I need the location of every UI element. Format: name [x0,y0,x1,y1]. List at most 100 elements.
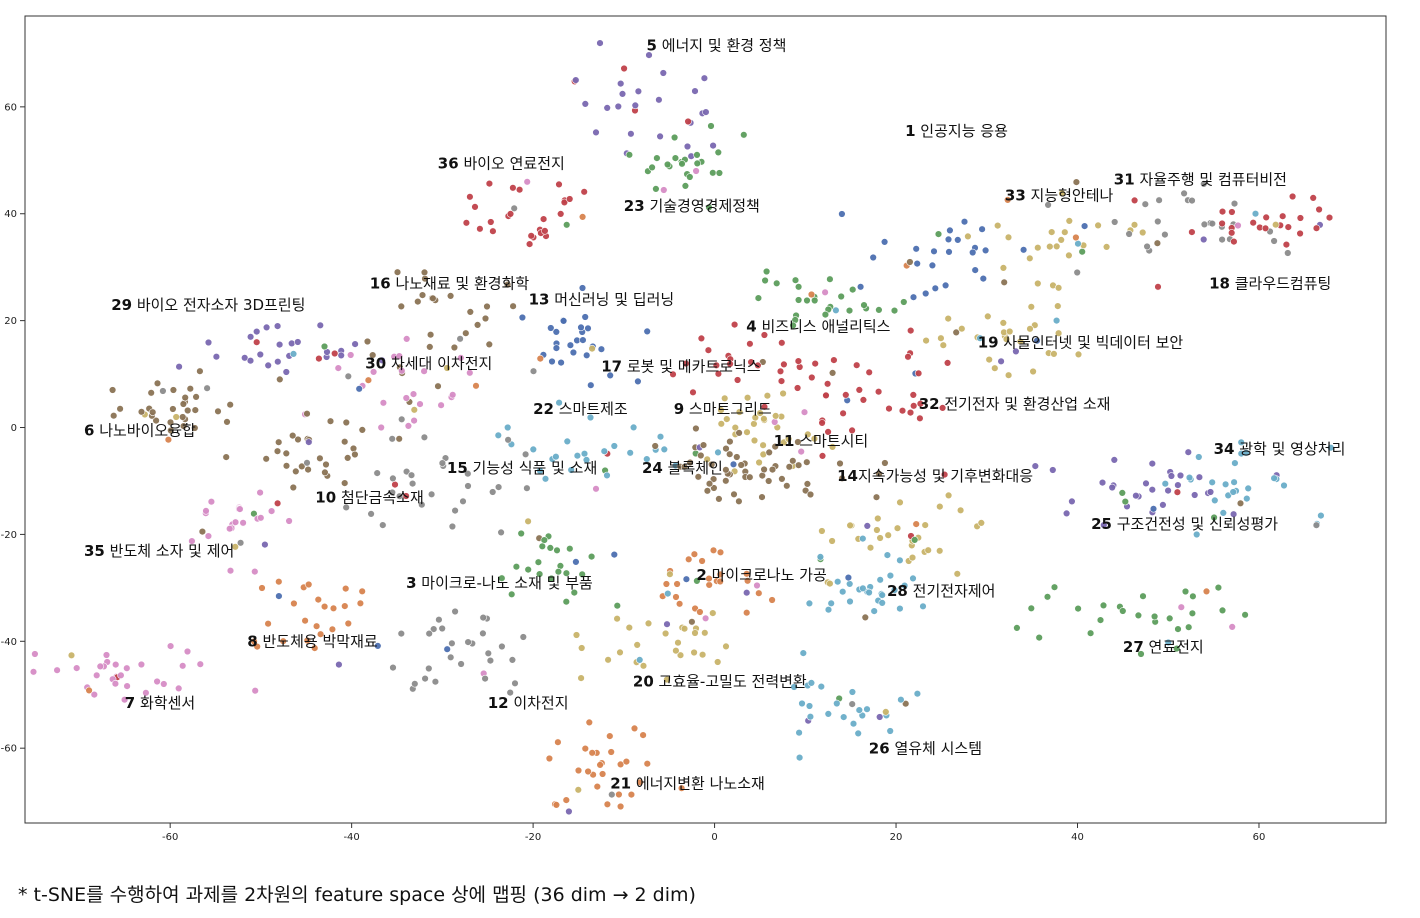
scatter-point [722,642,730,651]
scatter-point [958,325,966,333]
scatter-point [691,87,699,95]
scatter-point [921,521,929,529]
scatter-point [863,522,871,530]
cluster-label: 35 반도체 소자 및 제어 [84,542,234,560]
scatter-point [838,210,846,218]
scatter-point [388,488,396,497]
scatter-point [1012,347,1020,356]
scatter-point [160,680,168,688]
scatter-point [644,619,653,628]
scatter-point [876,534,884,542]
scatter-point [1013,624,1021,632]
scatter-point [676,651,685,659]
scatter-point [315,354,323,363]
scatter-point [222,453,230,461]
scatter-point [179,413,187,421]
scatter-point [536,467,544,475]
scatter-point [803,458,811,466]
scatter-point [351,340,359,348]
scatter-point [882,708,890,716]
scatter-point [614,102,622,111]
scatter-point [703,455,711,463]
scatter-point [828,369,837,377]
scatter-point [1031,462,1040,470]
cluster-label: 34 광학 및 영상처리 [1214,440,1346,458]
y-tick-label: 0 [11,423,17,434]
scatter-point [1153,239,1162,247]
scatter-point [1142,479,1150,488]
scatter-point [1208,219,1217,228]
scatter-point [747,358,755,366]
scatter-point [1050,350,1058,358]
scatter-point [364,376,373,384]
scatter-point [1080,222,1089,230]
scatter-point [285,517,293,525]
scatter-point [723,415,731,423]
scatter-point [604,656,612,664]
scatter-point [446,292,455,300]
scatter-point [578,284,587,292]
scatter-point [29,668,38,676]
scatter-point [557,358,565,367]
scatter-point [1016,337,1025,346]
cluster-label: 24 블록체인 [642,459,723,477]
scatter-point [855,706,863,714]
scatter-point [919,602,927,610]
scatter-point [675,600,684,608]
scatter-point [762,267,771,276]
y-tick-label: 20 [4,316,17,327]
scatter-point [803,480,812,488]
scatter-point [503,280,512,289]
scatter-point [580,188,588,196]
scatter-point [833,577,842,586]
scatter-point [1230,199,1239,208]
scatter-point [226,524,234,533]
scatter-point [743,577,752,585]
scatter-point [692,167,700,175]
scatter-point [321,468,329,477]
scatter-point [1173,488,1182,496]
scatter-point [828,537,836,545]
scatter-point [1296,214,1305,222]
scatter-point [484,649,492,657]
scatter-point [344,454,352,462]
scatter-point [304,465,312,474]
scatter-point [289,431,297,440]
scatter-point [838,474,846,482]
y-axis: 60 40 20 0 -20 -40 -60 [1,102,25,755]
scatter-point [909,293,918,301]
scatter-point [707,460,716,469]
scatter-point [672,646,680,655]
scatter-point [716,577,724,586]
scatter-point [912,245,920,253]
scatter-point [303,636,311,645]
scatter-point [859,534,867,543]
scatter-point [275,577,283,586]
scatter-point [1068,497,1076,506]
scatter-point [909,402,918,410]
scatter-point [776,367,785,375]
scatter-point [663,160,672,169]
cluster-label: 21 에너지변환 나노소재 [610,774,765,792]
scatter-point [1154,283,1162,291]
scatter-point [274,358,282,366]
scatter-point [821,288,829,296]
scatter-point [720,394,729,402]
scatter-point [684,555,693,563]
scatter-point [1243,494,1251,503]
scatter-point [849,719,858,728]
scatter-point [379,521,387,529]
scatter-point [846,521,854,530]
cluster-label: 9 스마트그리드 [674,400,772,418]
scatter-point [562,597,570,606]
scatter-point [540,536,548,544]
scatter-point [981,246,990,255]
scatter-point [152,416,160,425]
scatter-point [1165,614,1174,623]
scatter-point [808,373,816,382]
scatter-point [631,101,639,110]
scatter-point [276,375,284,384]
scatter-point [179,400,188,408]
x-tick-label: -60 [162,832,178,843]
scatter-point [1174,625,1182,633]
